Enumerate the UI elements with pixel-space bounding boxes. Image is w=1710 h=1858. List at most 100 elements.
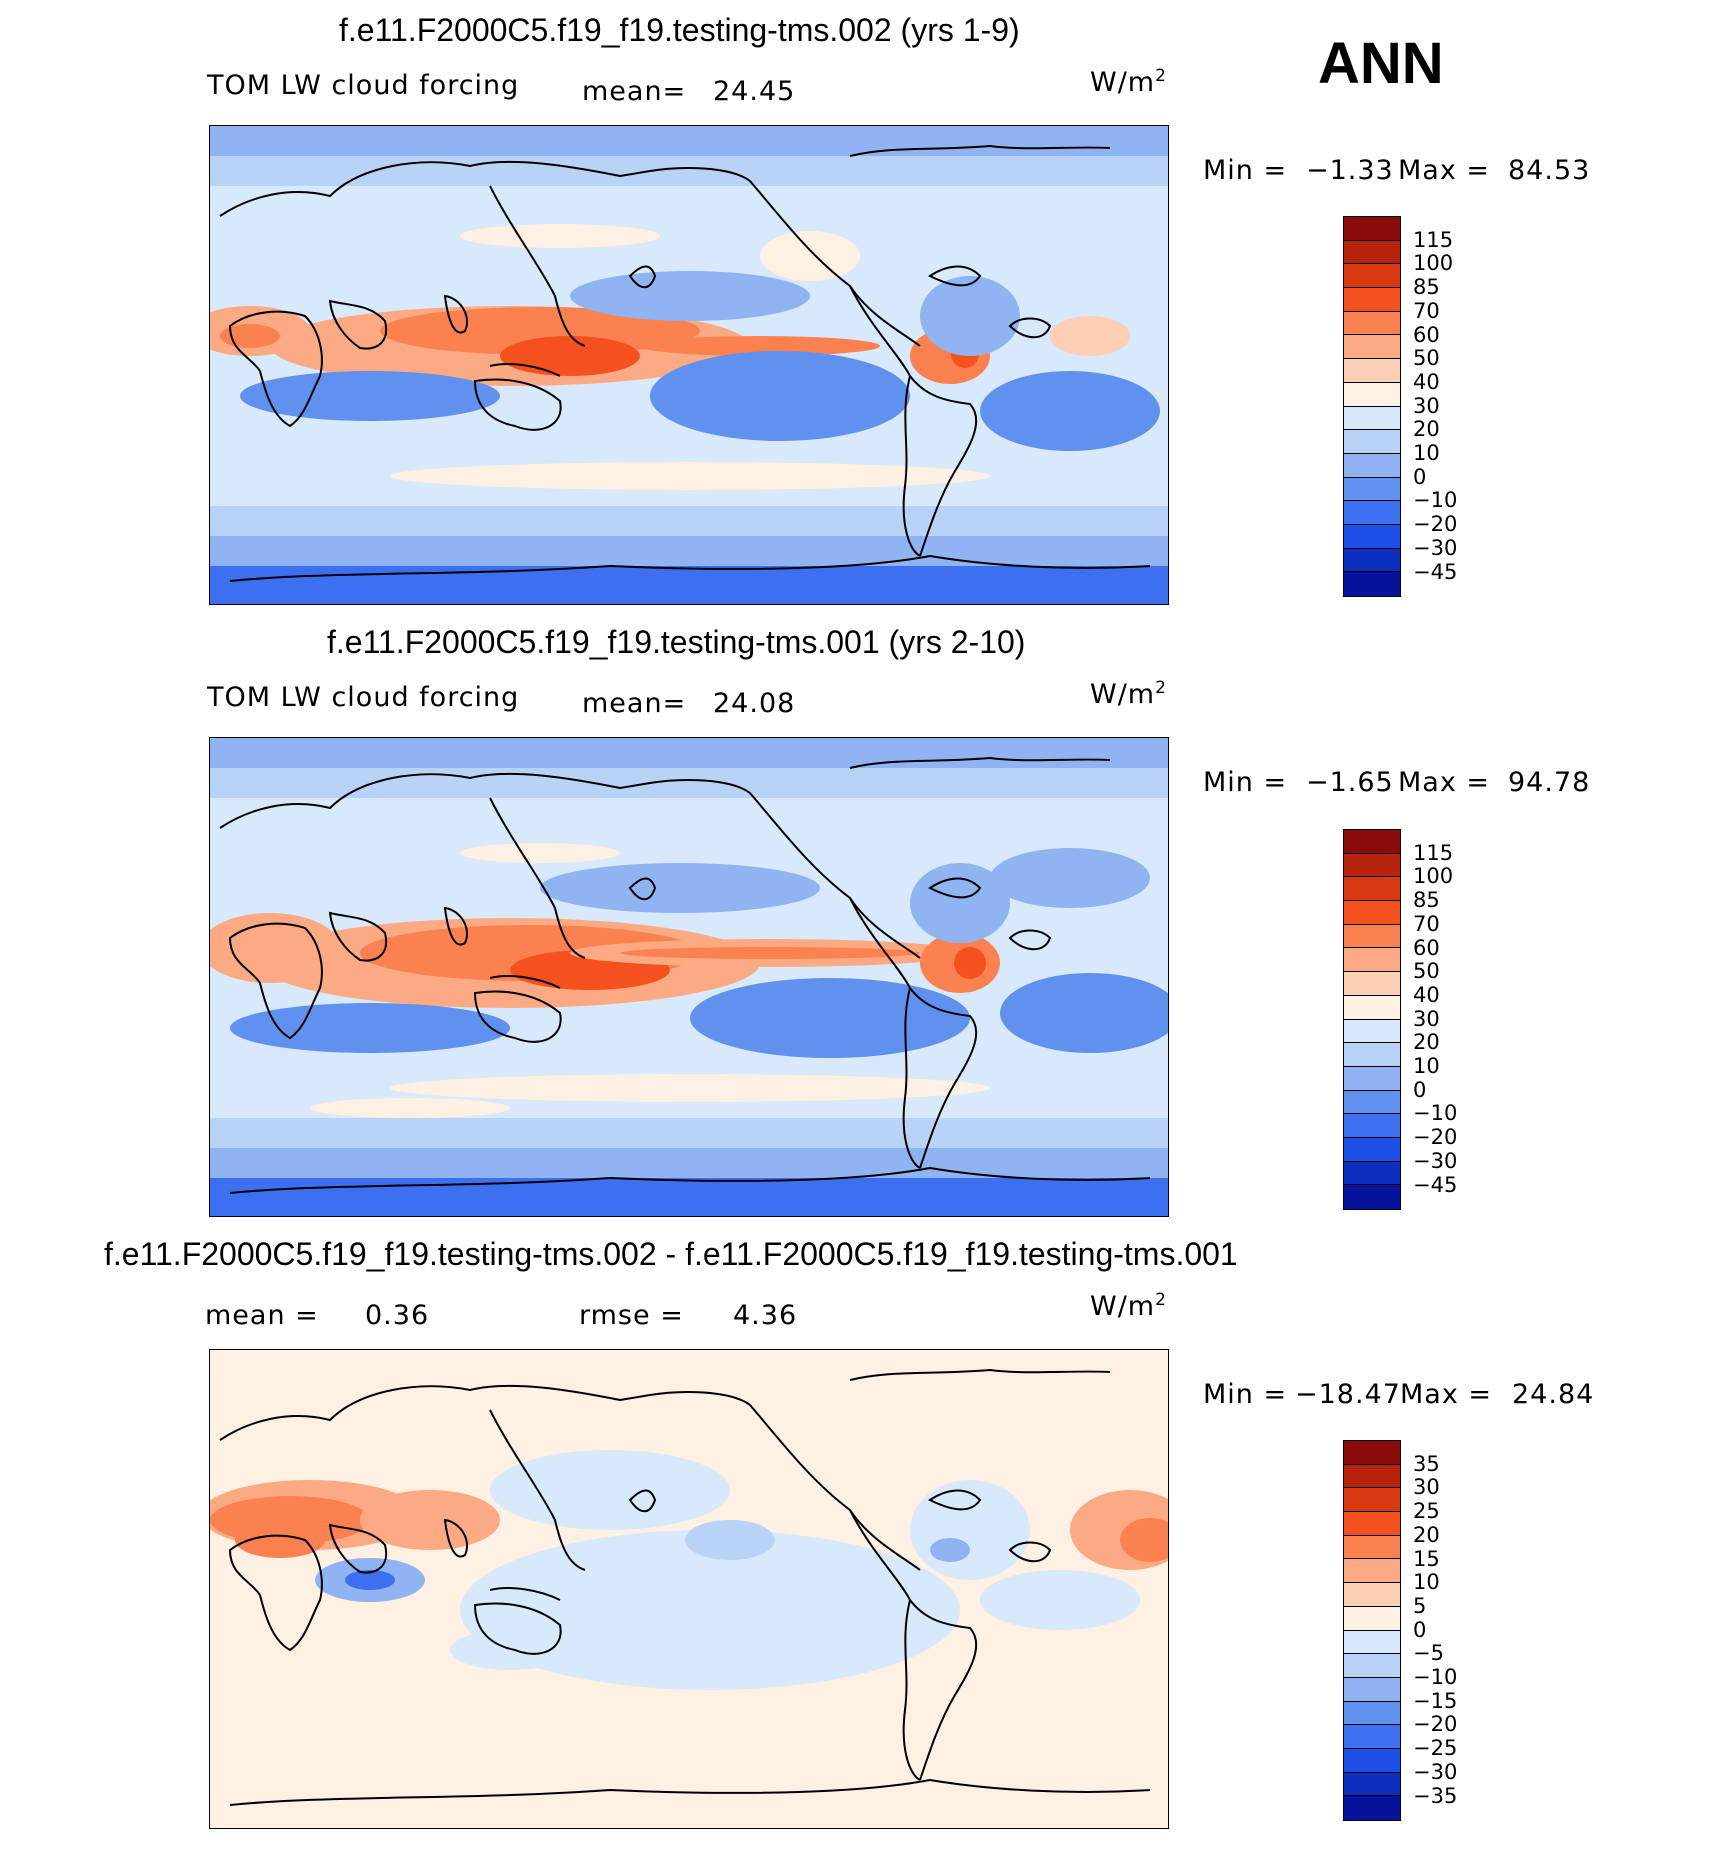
coastline	[1008, 1541, 1052, 1563]
colorbar-tick-label: −30	[1413, 1759, 1458, 1784]
coastline	[909, 1599, 978, 1781]
colorbar-tick-label: 60	[1413, 935, 1440, 960]
colorbar-tick-label: −10	[1413, 488, 1458, 513]
colorbar-swatch	[1344, 1464, 1400, 1489]
field-contour	[540, 863, 820, 913]
colorbar-tick-label: 100	[1413, 864, 1454, 889]
colorbar-swatch	[1344, 1161, 1400, 1186]
coastline	[443, 1518, 468, 1558]
colorbar-swatch	[1344, 853, 1400, 878]
colorbar-tick-label: 85	[1413, 275, 1440, 300]
coastline	[902, 1599, 921, 1781]
field-contour	[910, 1480, 1030, 1580]
colorbar-swatch	[1344, 1114, 1400, 1138]
coastline	[749, 792, 921, 959]
coastline	[909, 375, 978, 557]
coastline	[1008, 929, 1052, 951]
panel1-min-value: −1.33	[1306, 155, 1394, 186]
panel1-mean-value: 24.45	[713, 76, 796, 107]
colorbar-tick-label: −20	[1413, 1125, 1458, 1150]
colorbar-swatch	[1344, 877, 1400, 902]
colorbar-tick-label: 10	[1413, 1054, 1440, 1078]
field-contour	[1000, 973, 1168, 1053]
units-exp: 2	[1155, 678, 1167, 698]
colorbar-swatch	[1344, 1185, 1400, 1209]
coastline	[219, 1384, 751, 1441]
field-contour	[920, 276, 1020, 356]
units-exp: 2	[1155, 66, 1167, 86]
panel3-title: f.e11.F2000C5.f19_f19.testing-tms.002 - …	[104, 1236, 1238, 1272]
panel2-mean-value: 24.08	[713, 688, 796, 719]
field-band	[210, 566, 1168, 604]
colorbar-swatch	[1344, 1512, 1400, 1536]
colorbar-swatch	[1344, 1677, 1400, 1702]
field-contour	[990, 848, 1150, 908]
panel1-colorbar	[1343, 216, 1401, 597]
colorbar-tick-label: 70	[1413, 298, 1440, 323]
colorbar-tick-label: 30	[1413, 1475, 1440, 1500]
coastline	[749, 180, 921, 347]
field-contour	[570, 271, 810, 321]
colorbar-swatch	[1344, 240, 1400, 265]
colorbar-swatch	[1344, 1535, 1400, 1560]
coastline	[849, 1368, 1111, 1381]
panel3-colorbar	[1343, 1440, 1401, 1821]
colorbar-swatch	[1344, 1748, 1400, 1773]
field-band	[210, 126, 1168, 156]
colorbar-swatch	[1344, 972, 1400, 996]
colorbar-tick-label: −20	[1413, 512, 1458, 537]
map-field	[210, 126, 1168, 604]
field-contour	[310, 1098, 510, 1118]
colorbar-swatch	[1344, 1043, 1400, 1067]
field-band	[210, 536, 1168, 566]
colorbar-tick-label: −45	[1413, 1172, 1458, 1197]
field-contour	[980, 371, 1160, 451]
coastline	[628, 1489, 657, 1513]
panel3-rmse-label: rmse =	[579, 1300, 684, 1331]
panel2-colorbar	[1343, 829, 1401, 1210]
coastline	[473, 378, 562, 431]
colorbar-tick-label: 20	[1413, 1030, 1440, 1055]
field-band	[210, 1178, 1168, 1216]
coastline	[628, 877, 657, 901]
panel3-map	[209, 1349, 1169, 1829]
colorbar-swatch	[1344, 1606, 1400, 1631]
colorbar-swatch	[1344, 430, 1400, 454]
coastline	[489, 185, 586, 347]
panel2-title: f.e11.F2000C5.f19_f19.testing-tms.001 (y…	[327, 624, 1026, 660]
coastline	[443, 294, 468, 334]
colorbar-tick-label: −15	[1413, 1688, 1458, 1713]
coastline	[849, 1509, 911, 1601]
field-contour	[685, 1520, 775, 1560]
coastline	[228, 310, 323, 428]
panel1-max-label: Max =	[1398, 155, 1491, 186]
coastline	[909, 987, 978, 1169]
colorbar-tick-label: 30	[1413, 393, 1440, 418]
field-contour	[930, 1538, 970, 1562]
coastline	[489, 363, 561, 377]
field-contour	[345, 1570, 395, 1590]
colorbar-tick-label: 50	[1413, 346, 1440, 371]
colorbar-swatch	[1344, 1019, 1400, 1044]
colorbar-swatch	[1344, 264, 1400, 289]
colorbar-swatch	[1344, 1701, 1400, 1726]
coastline	[229, 1166, 1151, 1194]
colorbar-tick-label: 10	[1413, 441, 1440, 465]
coastline	[328, 911, 388, 962]
panel2-map	[209, 737, 1169, 1217]
field-contour	[910, 863, 1010, 943]
colorbar-swatch	[1344, 335, 1400, 360]
panel1-units: W/m2	[1090, 66, 1167, 98]
coastline	[443, 906, 468, 946]
colorbar-swatch	[1344, 1654, 1400, 1678]
field-contour	[500, 336, 640, 376]
colorbar-tick-label: 85	[1413, 888, 1440, 913]
colorbar-swatch	[1344, 995, 1400, 1020]
colorbar-tick-label: 50	[1413, 959, 1440, 984]
colorbar-swatch	[1344, 382, 1400, 407]
coastline	[849, 756, 1111, 769]
panel2-max-label: Max =	[1398, 767, 1491, 798]
units-base: W/m	[1090, 1291, 1156, 1322]
coastline	[902, 987, 921, 1169]
colorbar-tick-label: 5	[1413, 1593, 1427, 1618]
